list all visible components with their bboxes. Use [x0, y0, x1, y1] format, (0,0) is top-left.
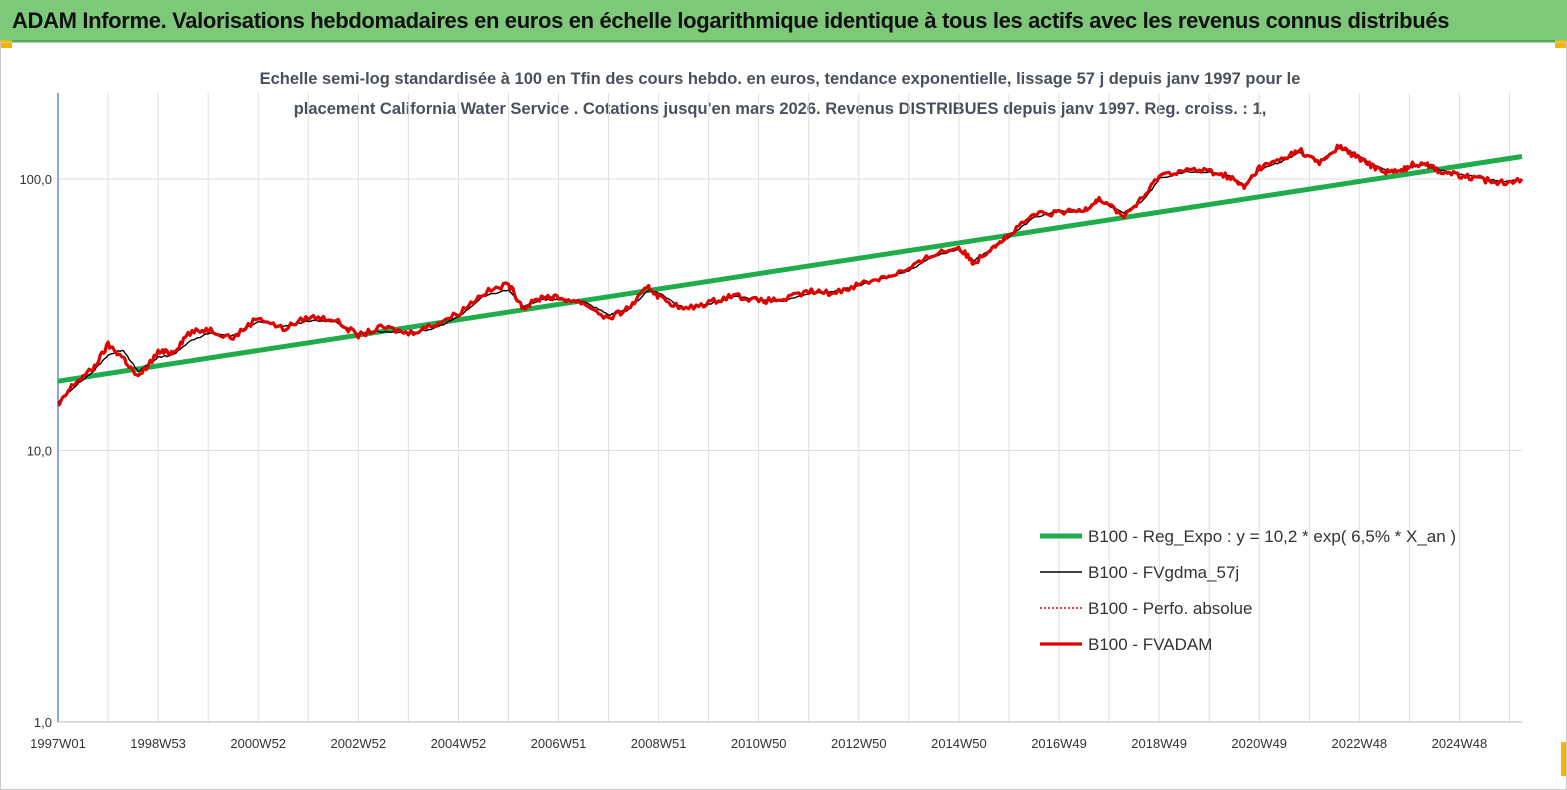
legend-label: B100 - Perfo. absolue — [1088, 599, 1252, 618]
x-tick-label: 2002W52 — [330, 736, 386, 751]
corner-marker-bottom-right — [1561, 742, 1567, 776]
x-tick-label: 2010W50 — [731, 736, 787, 751]
x-tick-label: 2006W51 — [531, 736, 587, 751]
x-tick-label: 1997W01 — [30, 736, 86, 751]
x-tick-label: 1998W53 — [130, 736, 186, 751]
x-tick-label: 2000W52 — [230, 736, 286, 751]
x-tick-label: 2024W48 — [1432, 736, 1488, 751]
series-line — [57, 154, 1523, 384]
corner-marker-top-left — [0, 40, 12, 48]
x-tick-label: 2016W49 — [1031, 736, 1087, 751]
x-tick-label: 2004W52 — [431, 736, 487, 751]
chart-title-line-1: Echelle semi-log standardisée à 100 en T… — [259, 70, 1301, 88]
x-tick-label: 2022W48 — [1332, 736, 1388, 751]
x-tick-label: 2012W50 — [831, 736, 887, 751]
legend-label: B100 - Reg_Expo : y = 10,2 * exp( 6,5% *… — [1088, 527, 1456, 546]
x-tick-label: 2020W49 — [1231, 736, 1287, 751]
x-tick-label: 2008W51 — [631, 736, 687, 751]
x-tick-label: 2014W50 — [931, 736, 987, 751]
y-tick-label: 10,0 — [27, 444, 52, 459]
legend-label: B100 - FVADAM — [1088, 635, 1212, 654]
chart-title-line-2: placement California Water Service . Cot… — [293, 100, 1267, 118]
corner-marker-top-right — [1555, 40, 1567, 48]
title-banner: ADAM Informe. Valorisations hebdomadaire… — [0, 0, 1567, 42]
banner-title: ADAM Informe. Valorisations hebdomadaire… — [12, 8, 1450, 33]
series-line — [57, 146, 1523, 404]
y-tick-label: 1,0 — [34, 715, 52, 730]
x-tick-label: 2018W49 — [1131, 736, 1187, 751]
legend-label: B100 - FVgdma_57j — [1088, 563, 1239, 582]
y-tick-label: 100,0 — [19, 172, 52, 187]
series-line — [57, 143, 1524, 407]
